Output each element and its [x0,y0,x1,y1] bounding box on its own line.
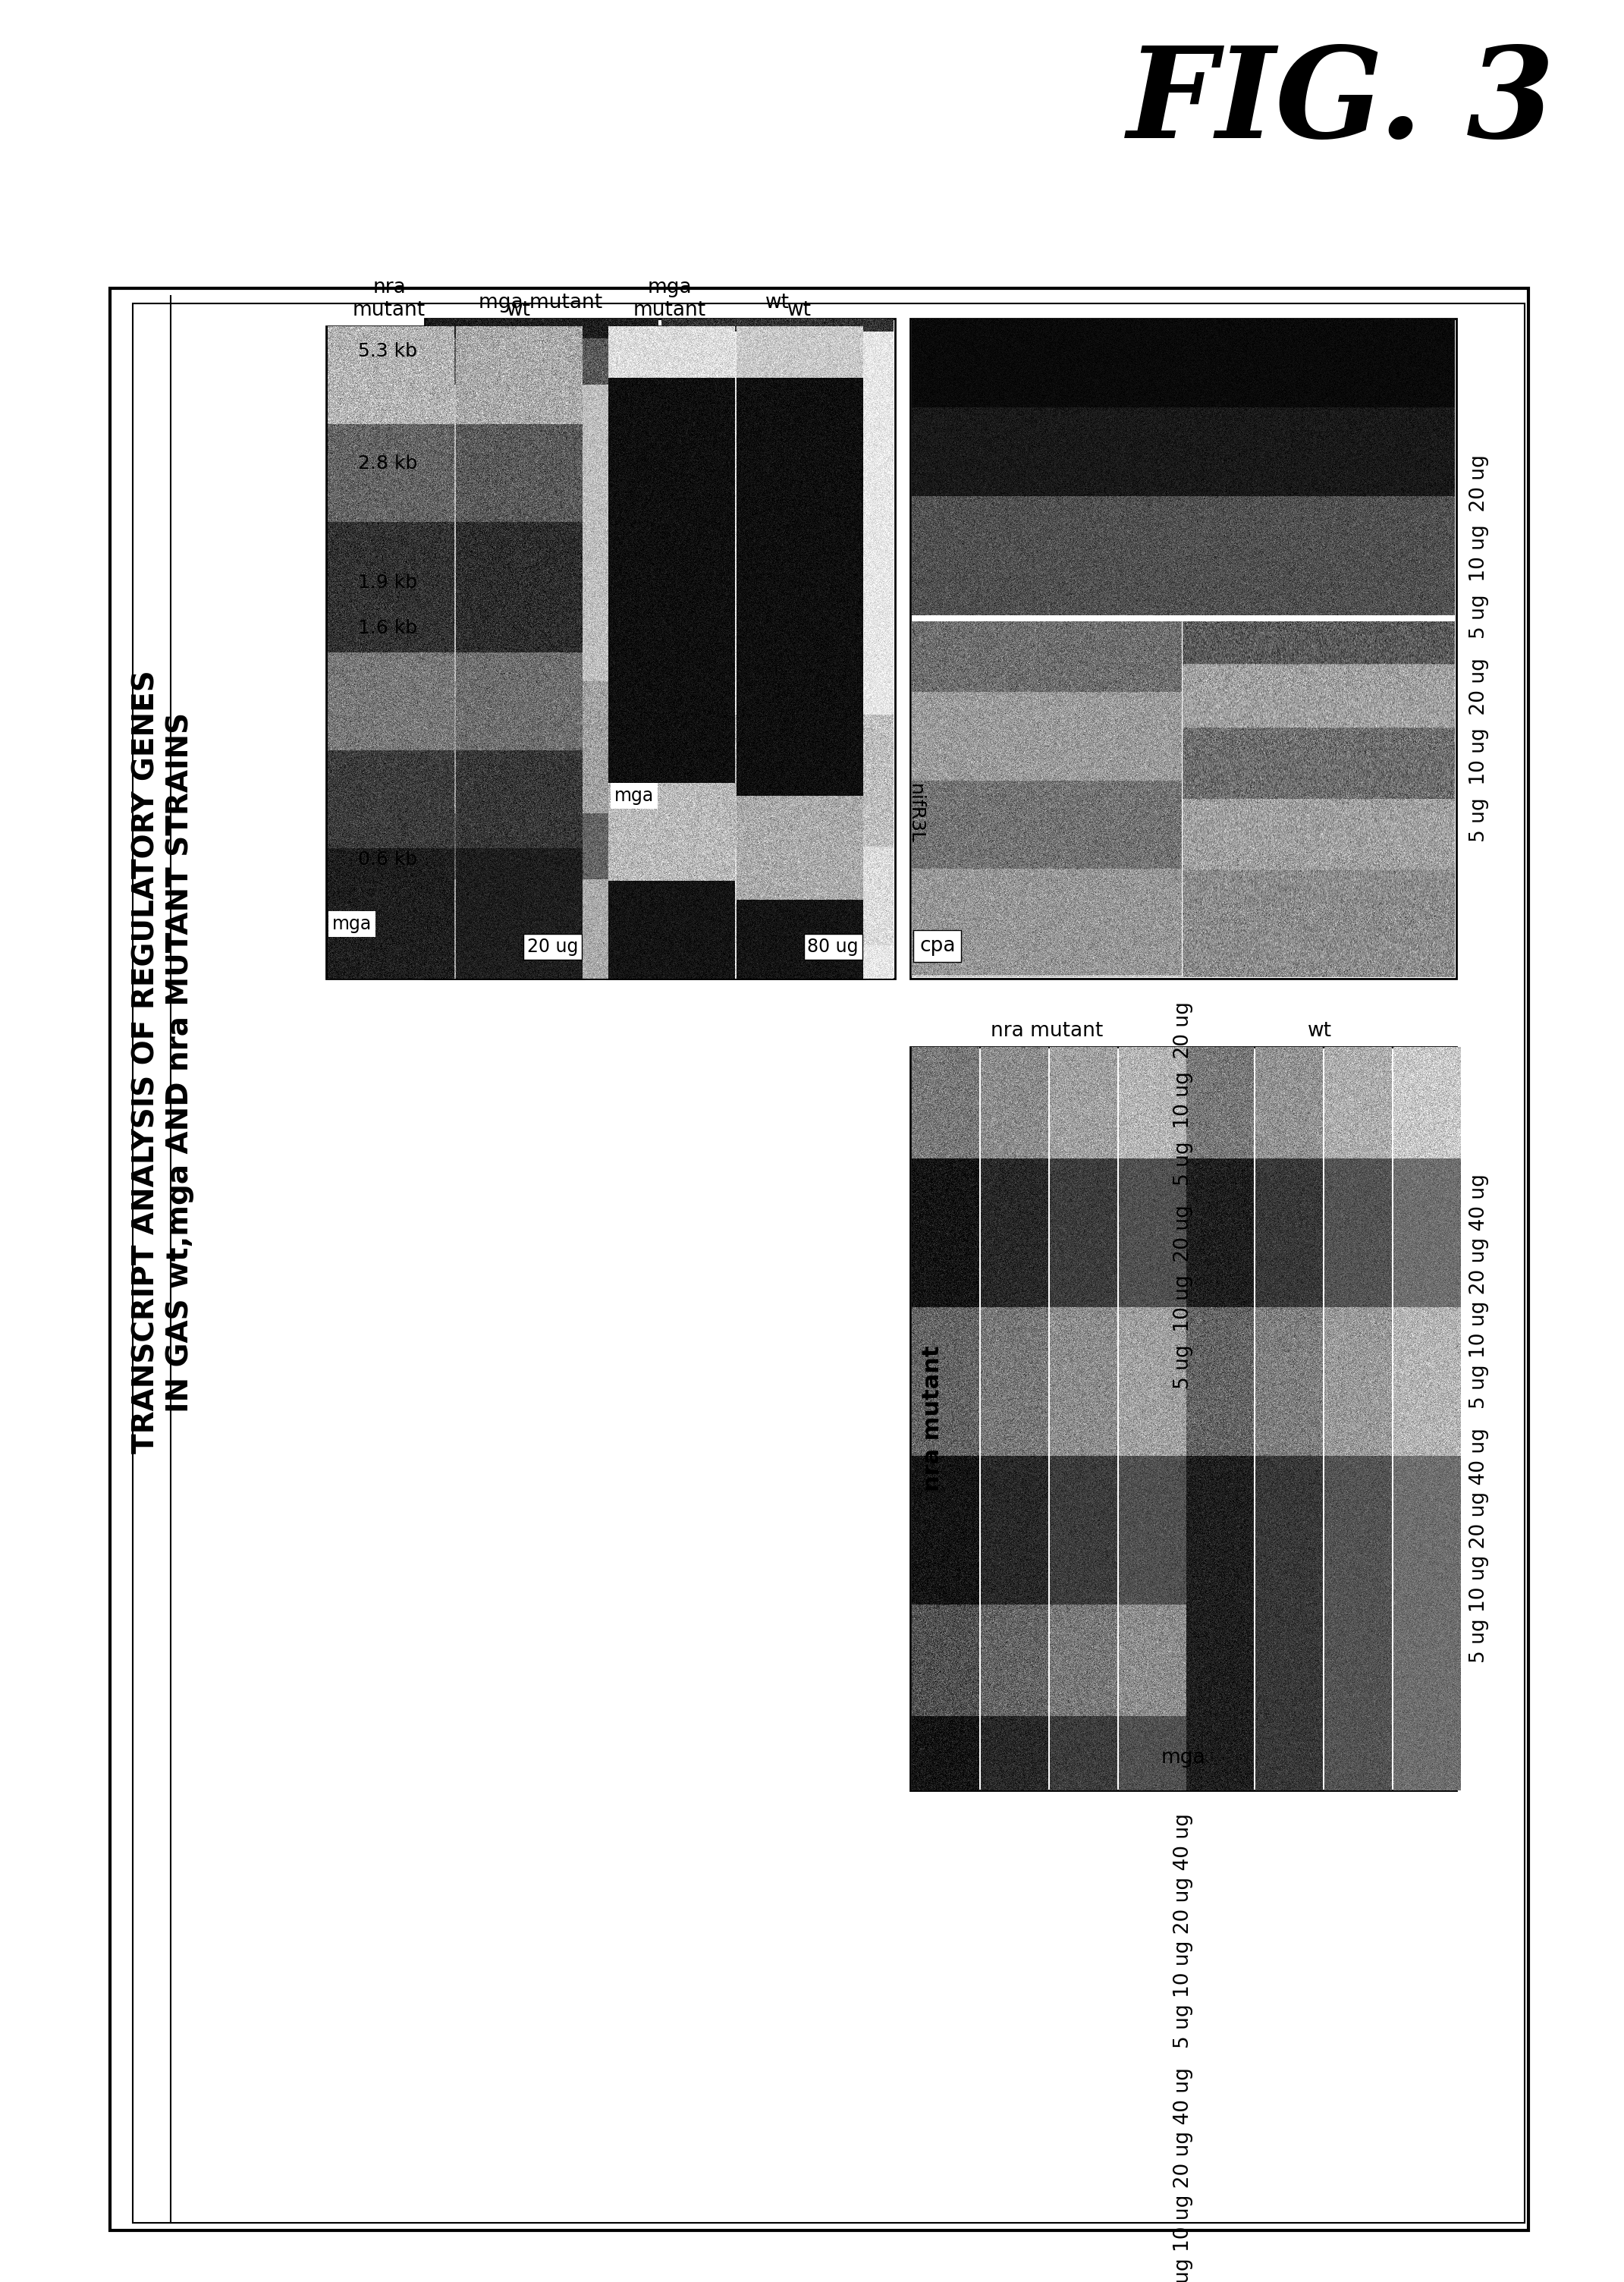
Bar [909,319,1457,979]
Bar [110,288,1528,2230]
Bar [133,304,1525,2223]
Bar [911,616,1455,621]
Bar [911,621,1182,977]
Text: 5.3 kb: 5.3 kb [357,342,417,361]
Text: wt: wt [1307,1020,1332,1041]
Text: mga: mga [333,915,372,933]
Text: nra mutant: nra mutant [991,1020,1103,1041]
Text: wt: wt [765,292,789,313]
Text: 20 ug: 20 ug [526,938,578,956]
Text: 5 ug  10 ug  20 ug   5 ug  10 ug  20 ug: 5 ug 10 ug 20 ug 5 ug 10 ug 20 ug [1470,454,1489,842]
Text: nra mutant: nra mutant [922,1346,944,1492]
Text: nifR3L: nifR3L [906,783,924,844]
Text: 80 ug: 80 ug [807,938,859,956]
Text: 1.9 kb: 1.9 kb [357,573,417,591]
Text: 2.8 kb: 2.8 kb [357,454,417,472]
Text: 5 ug 10 ug 20 ug 40 ug   5 ug 10 ug 20 ug 40 ug: 5 ug 10 ug 20 ug 40 ug 5 ug 10 ug 20 ug … [1470,1173,1489,1664]
Text: 0.6 kb: 0.6 kb [357,851,417,869]
Text: 5 ug  10 ug  20 ug   5 ug  10 ug  20 ug: 5 ug 10 ug 20 ug 5 ug 10 ug 20 ug [1174,1002,1194,1390]
Text: FIG. 3: FIG. 3 [1127,41,1554,164]
Bar [326,326,585,979]
Bar [607,326,864,979]
Bar [425,319,895,979]
Text: 1.6 kb: 1.6 kb [357,618,417,637]
Text: wt: wt [788,301,812,319]
Text: mga: mga [614,787,654,806]
Text: cpa: cpa [919,936,955,956]
Text: wt: wt [507,301,531,319]
Text: 5 ug 10 ug 20 ug 40 ug   5 ug 10 ug 20 ug 40 ug: 5 ug 10 ug 20 ug 40 ug 5 ug 10 ug 20 ug … [1174,1814,1194,2282]
Text: mga
mutant: mga mutant [633,278,706,319]
Text: mga: mga [1161,1748,1205,1769]
Text: TRANSCRIPT ANALYSIS OF REGULATORY GENES
IN GAS wt,mga AND nra MUTANT STRAINS: TRANSCRIPT ANALYSIS OF REGULATORY GENES … [132,671,195,1454]
Text: mga mutant: mga mutant [479,292,603,313]
Text: nra
mutant: nra mutant [352,278,425,319]
Bar [909,1047,1457,1791]
